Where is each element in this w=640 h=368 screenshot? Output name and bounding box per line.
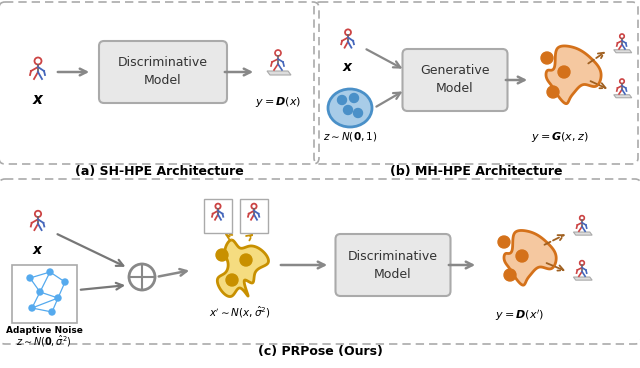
Text: $\boldsymbol{x}$: $\boldsymbol{x}$: [31, 92, 44, 107]
Circle shape: [504, 269, 516, 281]
Circle shape: [344, 106, 353, 114]
Polygon shape: [573, 277, 592, 280]
FancyBboxPatch shape: [12, 265, 77, 323]
Text: $y = \boldsymbol{G}(x, z)$: $y = \boldsymbol{G}(x, z)$: [531, 130, 589, 144]
Polygon shape: [218, 240, 269, 297]
Circle shape: [349, 93, 358, 103]
Polygon shape: [614, 95, 632, 98]
Circle shape: [353, 109, 362, 117]
Circle shape: [498, 236, 510, 248]
Circle shape: [226, 274, 238, 286]
Circle shape: [558, 66, 570, 78]
FancyBboxPatch shape: [403, 49, 508, 111]
Circle shape: [29, 305, 35, 311]
Circle shape: [216, 249, 228, 261]
Circle shape: [27, 275, 33, 281]
FancyBboxPatch shape: [335, 234, 451, 296]
Text: (a) SH-HPE Architecture: (a) SH-HPE Architecture: [75, 165, 243, 178]
Polygon shape: [504, 230, 556, 285]
Text: Generative
Model: Generative Model: [420, 64, 490, 96]
Text: $z{\sim}N(\boldsymbol{0}, 1)$: $z{\sim}N(\boldsymbol{0}, 1)$: [323, 130, 377, 143]
Circle shape: [541, 52, 553, 64]
FancyBboxPatch shape: [99, 41, 227, 103]
Circle shape: [37, 289, 43, 295]
Text: $y = \boldsymbol{D}(x)$: $y = \boldsymbol{D}(x)$: [255, 95, 301, 109]
Circle shape: [55, 295, 61, 301]
Text: $\boldsymbol{x}$: $\boldsymbol{x}$: [342, 60, 354, 74]
FancyBboxPatch shape: [204, 199, 232, 233]
Circle shape: [47, 269, 53, 275]
Circle shape: [62, 279, 68, 285]
Circle shape: [547, 86, 559, 98]
Text: (c) PRPose (Ours): (c) PRPose (Ours): [257, 345, 383, 358]
Polygon shape: [267, 71, 291, 75]
Text: Discriminative
Model: Discriminative Model: [348, 250, 438, 280]
FancyBboxPatch shape: [240, 199, 268, 233]
Text: $z \sim N(\boldsymbol{0}, \hat{\sigma}^2)$: $z \sim N(\boldsymbol{0}, \hat{\sigma}^2…: [16, 334, 72, 349]
Circle shape: [516, 250, 528, 262]
Circle shape: [337, 96, 346, 105]
Circle shape: [49, 309, 55, 315]
Ellipse shape: [328, 89, 372, 127]
Text: (b) MH-HPE Architecture: (b) MH-HPE Architecture: [390, 165, 563, 178]
Text: Discriminative
Model: Discriminative Model: [118, 57, 208, 88]
Polygon shape: [614, 50, 632, 53]
Polygon shape: [573, 232, 592, 235]
Polygon shape: [546, 46, 601, 104]
Text: Adaptive Noise: Adaptive Noise: [6, 326, 83, 335]
Text: $x^{\prime} \sim N(x, \hat{\sigma}^2)$: $x^{\prime} \sim N(x, \hat{\sigma}^2)$: [209, 305, 271, 320]
Circle shape: [240, 254, 252, 266]
Text: $y = \boldsymbol{D}(x^{\prime})$: $y = \boldsymbol{D}(x^{\prime})$: [495, 308, 545, 323]
Text: $\boldsymbol{x}$: $\boldsymbol{x}$: [32, 243, 44, 257]
